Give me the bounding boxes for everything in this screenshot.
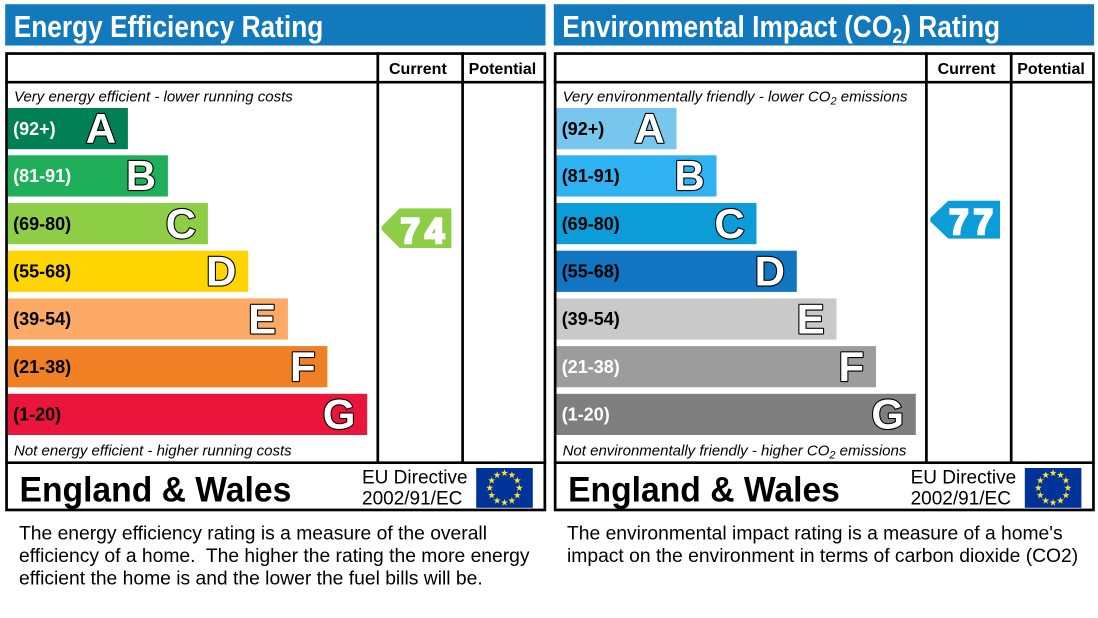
svg-text:EU Directive: EU Directive xyxy=(911,467,1017,488)
svg-text:efficiency of a home. The hig: efficiency of a home. The higher the rat… xyxy=(19,546,530,567)
svg-text:C: C xyxy=(166,200,196,247)
svg-text:G: G xyxy=(323,391,356,438)
svg-text:E: E xyxy=(797,295,825,342)
svg-text:efficient the home is and the: efficient the home is and the lower the … xyxy=(19,569,483,590)
svg-text:A: A xyxy=(634,105,664,152)
svg-text:(81-91): (81-91) xyxy=(562,166,620,186)
svg-text:F: F xyxy=(290,343,316,390)
svg-text:(21-38): (21-38) xyxy=(13,357,71,377)
svg-text:(81-91): (81-91) xyxy=(13,166,71,186)
svg-text:(92+): (92+) xyxy=(13,119,56,139)
svg-text:2002/91/EC: 2002/91/EC xyxy=(362,489,462,510)
svg-text:B: B xyxy=(674,152,704,199)
svg-text:impact on the environment in t: impact on the environment in terms of ca… xyxy=(567,546,1078,567)
svg-text:F: F xyxy=(839,343,865,390)
svg-text:England & Wales: England & Wales xyxy=(20,471,292,510)
svg-text:Very energy efficient - lower: Very energy efficient - lower running co… xyxy=(14,88,293,105)
svg-text:Potential: Potential xyxy=(469,61,537,78)
svg-text:Very environmentally friendly: Very environmentally friendly - lower CO… xyxy=(563,88,908,107)
svg-text:(55-68): (55-68) xyxy=(562,262,620,282)
svg-text:C: C xyxy=(714,200,744,247)
svg-text:G: G xyxy=(871,391,904,438)
svg-text:B: B xyxy=(126,152,156,199)
svg-text:(39-54): (39-54) xyxy=(562,309,620,329)
svg-text:74: 74 xyxy=(400,212,449,251)
svg-text:(39-54): (39-54) xyxy=(13,309,71,329)
svg-text:77: 77 xyxy=(949,203,998,242)
svg-text:D: D xyxy=(755,248,785,295)
svg-text:(1-20): (1-20) xyxy=(13,405,61,425)
svg-text:Not environmentally friendly -: Not environmentally friendly - higher CO… xyxy=(563,442,907,461)
svg-text:England & Wales: England & Wales xyxy=(568,471,840,510)
svg-text:(55-68): (55-68) xyxy=(13,262,71,282)
svg-text:The energy efficiency rating i: The energy efficiency rating is a measur… xyxy=(19,524,487,545)
svg-text:Current: Current xyxy=(938,61,996,78)
svg-text:Potential: Potential xyxy=(1017,61,1085,78)
svg-text:2002/91/EC: 2002/91/EC xyxy=(911,489,1011,510)
svg-text:Environmental Impact (CO2) Rat: Environmental Impact (CO2) Rating xyxy=(562,10,1000,48)
svg-text:(92+): (92+) xyxy=(562,119,605,139)
svg-text:Energy Efficiency Rating: Energy Efficiency Rating xyxy=(14,10,324,45)
svg-text:D: D xyxy=(206,248,236,295)
svg-text:Not energy efficient - higher: Not energy efficient - higher running co… xyxy=(14,442,292,459)
svg-text:(1-20): (1-20) xyxy=(562,405,610,425)
svg-text:(69-80): (69-80) xyxy=(562,214,620,234)
svg-text:E: E xyxy=(248,295,276,342)
svg-text:The environmental impact ratin: The environmental impact rating is a mea… xyxy=(567,524,1063,545)
svg-text:A: A xyxy=(86,105,116,152)
svg-text:Current: Current xyxy=(389,61,447,78)
svg-text:EU Directive: EU Directive xyxy=(362,467,468,488)
svg-text:(21-38): (21-38) xyxy=(562,357,620,377)
svg-text:(69-80): (69-80) xyxy=(13,214,71,234)
